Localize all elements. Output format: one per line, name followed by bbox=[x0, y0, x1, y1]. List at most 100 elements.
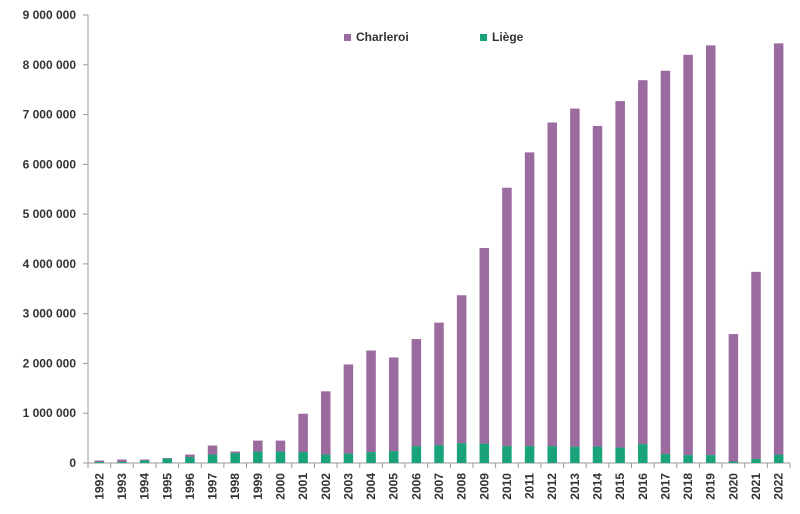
x-axis-ticks: 1992 1993 1994 1995 1996 1997 1998 1999 2000 2001… bbox=[87, 463, 791, 500]
legend-swatch bbox=[480, 34, 487, 41]
bar-li-ge-2000 bbox=[275, 451, 286, 463]
legend-label: Liège bbox=[492, 30, 524, 44]
bar-charleroi-1998 bbox=[230, 451, 240, 454]
bar-charleroi-2018 bbox=[683, 54, 693, 456]
bar-li-ge-1995 bbox=[162, 458, 173, 463]
bar-charleroi-1999 bbox=[253, 440, 263, 452]
bar-li-ge-2011 bbox=[524, 446, 535, 463]
x-tick-label: 1997 bbox=[206, 473, 220, 500]
x-tick-label: 2007 bbox=[432, 473, 446, 500]
x-tick-label: 2003 bbox=[341, 473, 355, 500]
x-tick-label: 2006 bbox=[409, 473, 423, 500]
bar-charleroi-2013 bbox=[570, 108, 580, 447]
bar-li-ge-2008 bbox=[456, 443, 467, 463]
bar-charleroi-2000 bbox=[275, 440, 286, 452]
x-tick-label: 2021 bbox=[749, 473, 763, 500]
bar-li-ge-2017 bbox=[660, 454, 671, 463]
bar-charleroi-2022 bbox=[773, 43, 784, 455]
x-tick-label: 1992 bbox=[92, 473, 106, 500]
x-tick-label: 2002 bbox=[319, 473, 333, 500]
bar-charleroi-2021 bbox=[751, 271, 761, 460]
bar-charleroi-2020 bbox=[728, 334, 739, 462]
bar-li-ge-2007 bbox=[434, 445, 444, 463]
bar-charleroi-2016 bbox=[638, 80, 648, 445]
x-tick-label: 2017 bbox=[658, 473, 672, 500]
bar-charleroi-1997 bbox=[207, 445, 218, 455]
x-tick-label: 1998 bbox=[228, 473, 242, 500]
bar-li-ge-1998 bbox=[230, 453, 240, 463]
y-tick-label: 8 000 000 bbox=[23, 58, 77, 72]
x-tick-label: 2020 bbox=[726, 473, 740, 500]
bar-charleroi-2011 bbox=[524, 152, 535, 447]
x-tick-label: 1993 bbox=[115, 473, 129, 500]
bar-li-ge-2015 bbox=[615, 447, 625, 463]
bar-charleroi-2019 bbox=[705, 45, 716, 456]
bar-charleroi-1993 bbox=[117, 459, 127, 463]
y-tick-label: 1 000 000 bbox=[23, 406, 77, 420]
bar-charleroi-2002 bbox=[321, 391, 331, 455]
x-tick-label: 2009 bbox=[477, 473, 491, 500]
x-tick-label: 2011 bbox=[523, 473, 537, 499]
x-tick-label: 2004 bbox=[364, 473, 378, 500]
bar-li-ge-2013 bbox=[570, 446, 580, 463]
bars bbox=[94, 43, 784, 463]
legend-label: Charleroi bbox=[356, 30, 409, 44]
bar-li-ge-2012 bbox=[547, 446, 557, 463]
x-tick-label: 2019 bbox=[704, 473, 718, 500]
bar-charleroi-2015 bbox=[615, 101, 625, 448]
bar-li-ge-2001 bbox=[298, 452, 308, 463]
x-tick-label: 2015 bbox=[613, 473, 627, 500]
bar-charleroi-2003 bbox=[343, 364, 354, 454]
y-axis-ticks: 0 1 000 000 2 000 000 3 000 000 4 000 000 5 0… bbox=[23, 8, 88, 470]
bar-li-ge-2003 bbox=[343, 453, 354, 463]
bar-li-ge-2005 bbox=[388, 451, 399, 463]
bar-li-ge-2010 bbox=[502, 446, 512, 463]
bar-li-ge-2021 bbox=[751, 459, 761, 463]
bar-li-ge-2009 bbox=[479, 443, 490, 463]
y-tick-label: 4 000 000 bbox=[23, 257, 77, 271]
bar-li-ge-2016 bbox=[638, 444, 648, 463]
x-tick-label: 1995 bbox=[160, 473, 174, 500]
bar-li-ge-2020 bbox=[728, 461, 739, 463]
bar-li-ge-2022 bbox=[773, 454, 784, 463]
bar-charleroi-2008 bbox=[456, 295, 467, 444]
bar-charleroi-2004 bbox=[366, 350, 376, 453]
bar-charleroi-1992 bbox=[94, 460, 105, 463]
bar-charleroi-2006 bbox=[411, 339, 422, 447]
bar-li-ge-2019 bbox=[705, 455, 716, 463]
bar-li-ge-1997 bbox=[207, 454, 218, 463]
bar-li-ge-1992 bbox=[94, 462, 105, 463]
bar-charleroi-2012 bbox=[547, 122, 557, 447]
bar-charleroi-1996 bbox=[185, 454, 195, 458]
x-tick-label: 2013 bbox=[568, 473, 582, 500]
x-tick-label: 2000 bbox=[273, 473, 287, 500]
bar-li-ge-1993 bbox=[117, 462, 127, 463]
x-tick-label: 2018 bbox=[681, 473, 695, 500]
x-tick-label: 2012 bbox=[545, 473, 559, 500]
bar-li-ge-1996 bbox=[185, 457, 195, 463]
x-tick-label: 2016 bbox=[636, 473, 650, 500]
y-tick-label: 5 000 000 bbox=[23, 207, 77, 221]
bar-li-ge-2014 bbox=[592, 446, 603, 463]
y-tick-label: 6 000 000 bbox=[23, 157, 77, 171]
bar-li-ge-2006 bbox=[411, 446, 422, 463]
bar-charleroi-2007 bbox=[434, 322, 444, 446]
x-tick-label: 2001 bbox=[296, 473, 310, 500]
x-tick-label: 2022 bbox=[772, 473, 786, 500]
x-tick-label: 1999 bbox=[251, 473, 265, 500]
x-tick-label: 2005 bbox=[387, 473, 401, 500]
legend-swatch bbox=[344, 34, 351, 41]
y-tick-label: 3 000 000 bbox=[23, 307, 77, 321]
bar-charleroi-1994 bbox=[139, 459, 150, 461]
bar-li-ge-2018 bbox=[683, 455, 693, 463]
bar-charleroi-2001 bbox=[298, 413, 308, 453]
x-tick-label: 2014 bbox=[591, 473, 605, 500]
bar-charleroi-2005 bbox=[388, 357, 399, 452]
bar-charleroi-2009 bbox=[479, 247, 490, 444]
x-tick-label: 1996 bbox=[183, 473, 197, 500]
x-tick-label: 2008 bbox=[455, 473, 469, 500]
x-tick-label: 1994 bbox=[138, 473, 152, 500]
bar-li-ge-1999 bbox=[253, 451, 263, 463]
bar-charleroi-2017 bbox=[660, 70, 671, 455]
